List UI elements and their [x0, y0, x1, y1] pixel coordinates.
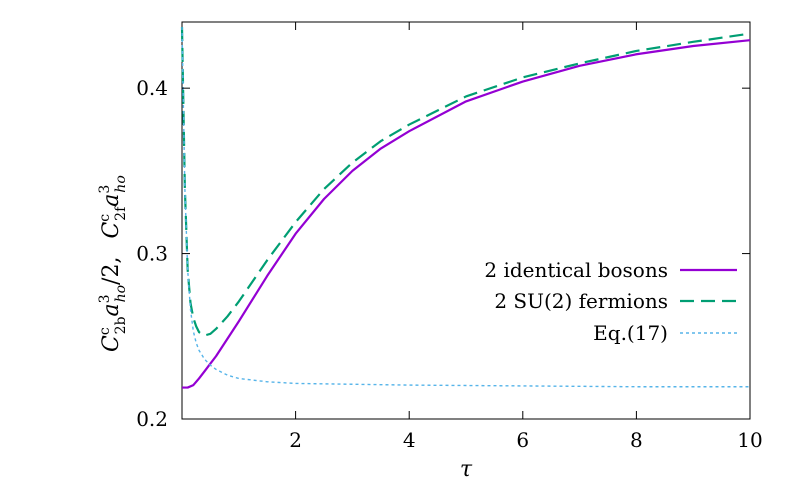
y-tick-label: 0.3 [136, 242, 168, 266]
y-tick-label: 0.4 [136, 76, 168, 100]
svg-text:Cc2ba3ho/2,Cc2fa3ho: Cc2ba3ho/2,Cc2fa3ho [97, 175, 129, 352]
x-axis-title: τ [460, 457, 473, 482]
series-line-fermions [180, 26, 751, 337]
legend-label-eq17: Eq.(17) [593, 321, 668, 345]
x-tick-label: 4 [403, 428, 416, 452]
series-layer [180, 26, 751, 389]
x-tick-label: 10 [737, 428, 762, 452]
y-label-f-a: a [99, 194, 124, 207]
y-label-f-asub: ho [113, 175, 129, 192]
x-tick-label: 8 [630, 428, 643, 452]
legend-label-bosons: 2 identical bosons [484, 258, 668, 282]
y-label-f-asup: 3 [97, 185, 113, 194]
plot-frame [181, 21, 751, 420]
y-label-b-asup: 3 [97, 294, 113, 303]
y-label-f-sup: c [97, 214, 113, 222]
y-label-b-sub: 2b [113, 316, 129, 334]
legend-label-fermions: 2 SU(2) fermions [494, 289, 668, 313]
y-label-b-tail: /2, [99, 257, 124, 285]
y-label-b-c: C [99, 335, 124, 352]
x-tick-label: 6 [516, 428, 529, 452]
y-label-b-a: a [99, 303, 124, 316]
y-tick-label: 0.2 [136, 407, 168, 431]
series-line-eq17 [181, 26, 750, 388]
x-tick-label: 2 [289, 428, 302, 452]
y-label-b-asub: ho [113, 285, 129, 302]
ticks-layer: 2 4 6 8 10 0.2 0.3 0.4 [136, 22, 763, 452]
y-label-f-sub: 2f [113, 205, 129, 221]
series-line-bosons [182, 39, 751, 389]
legend: 2 identical bosons 2 SU(2) fermions Eq.(… [484, 258, 737, 345]
y-axis-title: Cc2ba3ho/2,Cc2fa3ho [97, 175, 129, 352]
y-label-f-c: C [99, 222, 124, 239]
y-label-b-sup: c [97, 327, 113, 335]
